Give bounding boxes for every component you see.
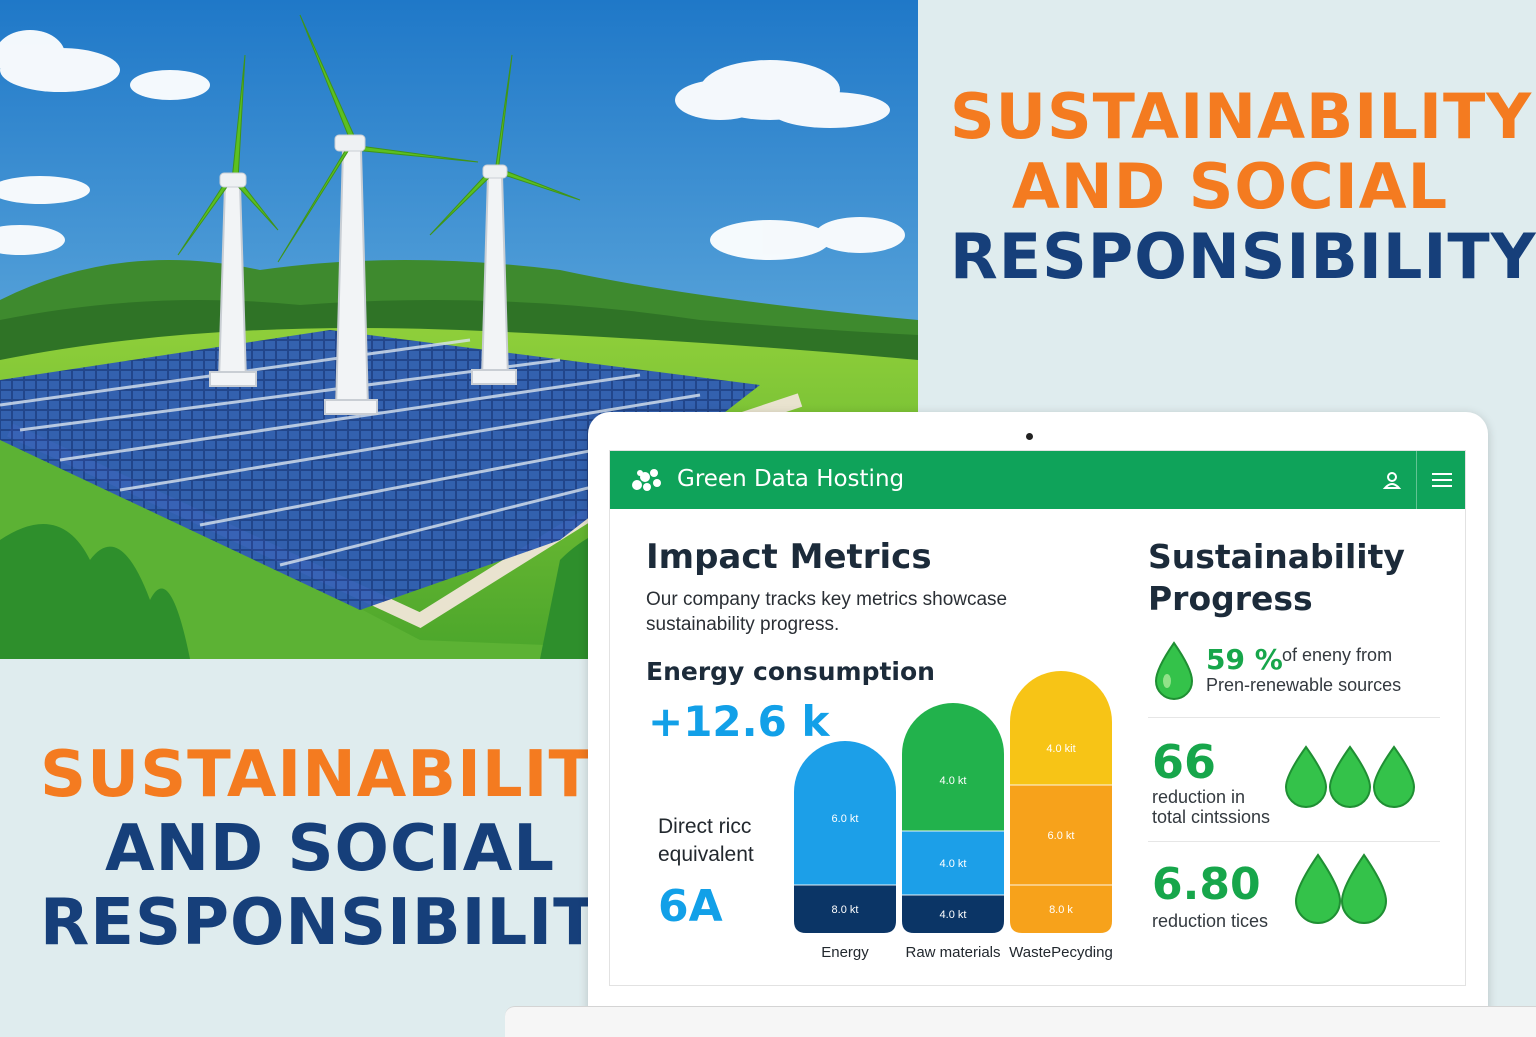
stat3-text-1: reduction tices — [1152, 911, 1269, 931]
app-screen: Green Data Hosting Impact Metrics Our co… — [609, 450, 1466, 986]
menu-line — [1432, 473, 1452, 475]
logo-icon[interactable] — [630, 465, 664, 500]
camera-dot — [1026, 433, 1033, 440]
stat1-text-1: of eneny from — [1282, 645, 1393, 665]
headline-line: SUSTAINABILITY — [950, 80, 1533, 153]
hamburger-menu-icon[interactable] — [1416, 451, 1465, 509]
headline-top: SUSTAINABILITY AND SOCIAL RESPONSIBILITY — [950, 80, 1536, 293]
direct-label-1: Direct ricc — [658, 815, 752, 838]
category-label: WastePecyding — [1009, 944, 1113, 961]
progress-panel: Sustainability Progress 59 % of eneny fr… — [1148, 451, 1448, 985]
segment-label: 8.0 kt — [832, 904, 859, 916]
category-label: Energy — [821, 944, 869, 961]
chart-bar: 8.0 k 6.0 kt 4.0 kit WastePecyding — [1009, 671, 1113, 961]
chart-segment — [902, 831, 1004, 895]
segment-label: 6.0 kt — [1048, 830, 1075, 842]
solar-panel-array — [0, 330, 760, 610]
energy-value: +12.6 k — [648, 697, 830, 746]
stat1-text-2: Pren-renewable sources — [1206, 675, 1402, 695]
stat3-value: 6.80 — [1152, 859, 1261, 910]
turbine-blades — [177, 14, 581, 263]
segment-label: 8.0 k — [1049, 904, 1073, 916]
stat1-value: 59 % — [1206, 643, 1283, 676]
chart-segment — [794, 741, 896, 885]
water-drop-icon — [1152, 641, 1196, 706]
water-drop-icon — [1292, 853, 1392, 934]
segment-label: 4.0 kit — [1046, 743, 1075, 755]
category-label: Raw materials — [905, 944, 1000, 961]
chart-bar: 8.0 kt 6.0 kt Energy — [794, 741, 896, 961]
impact-description: Our company tracks key metrics showcase … — [646, 589, 1008, 635]
segment-label: 6.0 kt — [832, 813, 859, 825]
cloud — [0, 30, 905, 260]
progress-title-1: Sustainability — [1148, 537, 1405, 576]
segment-label: 4.0 kt — [940, 775, 967, 787]
headline-line: SUSTAINABILITY — [40, 738, 641, 812]
app-title[interactable]: Green Data Hosting — [677, 466, 905, 492]
menu-line — [1432, 479, 1452, 481]
app-header: Green Data Hosting — [610, 451, 1465, 509]
segment-label: 4.0 kt — [940, 858, 967, 870]
chart-segment — [902, 703, 1004, 831]
impact-bar-chart: 8.0 kt 6.0 kt Energy 4.0 kt 4.0 kt 4.0 kt Raw … — [790, 651, 1130, 976]
segment-label: 4.0 kt — [940, 909, 967, 921]
chart-segment — [1010, 885, 1112, 933]
energy-label: Energy consumption — [646, 657, 935, 686]
stat2-text-2: total cintssions — [1152, 807, 1271, 827]
water-drop-icon — [1282, 745, 1422, 816]
chart-segment — [1010, 671, 1112, 785]
headline-bottom: SUSTAINABILITY AND SOCIAL RESPONSIBILITY — [40, 738, 646, 960]
divider — [1148, 841, 1440, 842]
stat2-value: 66 — [1152, 735, 1217, 789]
headline-line: AND SOCIAL — [1011, 150, 1449, 223]
laptop-base — [505, 1006, 1536, 1037]
chart-bar: 4.0 kt 4.0 kt 4.0 kt Raw materials — [902, 703, 1004, 961]
wind-turbine — [209, 149, 517, 415]
direct-value: 6A — [658, 881, 723, 932]
chart-segment — [794, 885, 896, 933]
menu-line — [1432, 485, 1452, 487]
divider — [1148, 717, 1440, 718]
user-icon[interactable] — [1375, 463, 1409, 497]
progress-title-2: Progress — [1148, 579, 1313, 618]
headline-line: RESPONSIBILITY — [40, 886, 646, 960]
direct-label-2: equivalent — [658, 843, 754, 866]
stat2-text-1: reduction in — [1152, 787, 1246, 807]
impact-title: Impact Metrics — [646, 537, 932, 577]
chart-segment — [902, 895, 1004, 933]
headline-line: RESPONSIBILITY — [950, 220, 1536, 293]
chart-segment — [1010, 785, 1112, 885]
headline-line: AND SOCIAL — [104, 812, 556, 886]
